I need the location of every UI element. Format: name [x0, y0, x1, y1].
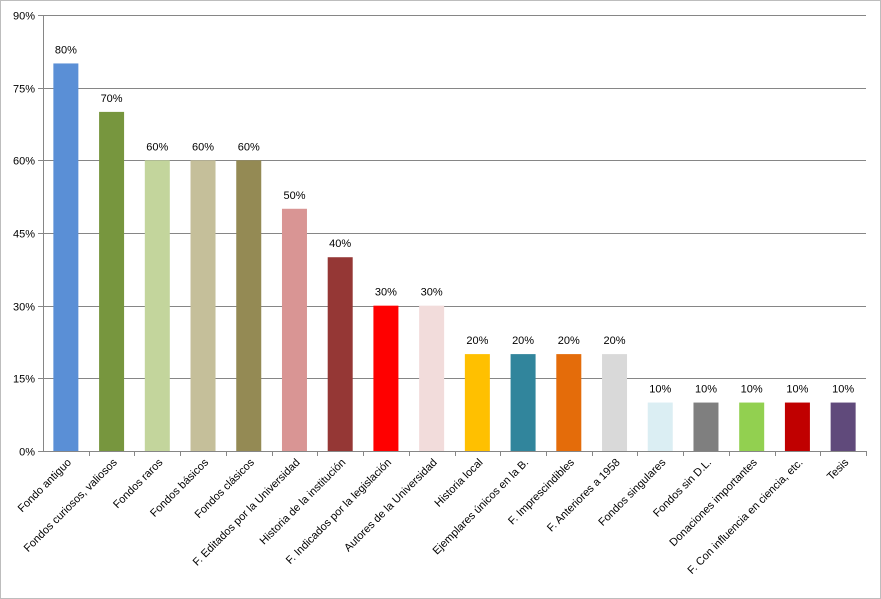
- data-label: 50%: [283, 190, 305, 202]
- bar: [693, 402, 719, 451]
- bar: [510, 354, 536, 451]
- x-category-label: Autores de la Universidad: [342, 457, 440, 555]
- y-tick-label: 0%: [19, 447, 35, 459]
- bar: [281, 208, 307, 451]
- x-category-label: Fondos curiosos, valiosos: [22, 456, 120, 554]
- data-label: 10%: [741, 384, 763, 396]
- bar: [236, 160, 262, 452]
- y-tick-label: 45%: [13, 229, 35, 241]
- data-label: 10%: [695, 384, 717, 396]
- y-tick-label: 75%: [13, 84, 35, 96]
- x-category-label: Tesis: [825, 456, 852, 483]
- bar: [830, 402, 856, 451]
- y-tick-label: 60%: [13, 156, 35, 168]
- data-label: 60%: [192, 141, 214, 153]
- bar: [53, 63, 79, 451]
- bar: [144, 160, 170, 452]
- data-label: 60%: [146, 141, 168, 153]
- bar: [464, 354, 490, 451]
- data-label: 20%: [604, 335, 626, 347]
- data-label: 10%: [786, 384, 808, 396]
- y-tick-label: 30%: [13, 302, 35, 314]
- bar: [602, 354, 628, 451]
- data-label: 40%: [329, 238, 351, 250]
- data-labels: 80% 70% 60% 60% 60% 50% 40% 30% 30% 20% 20% 20% 20% 1…: [55, 44, 855, 395]
- bar: [327, 257, 353, 451]
- data-label: 30%: [421, 287, 443, 299]
- y-tick-label: 15%: [13, 374, 35, 386]
- x-category-label: Ejemplares únicos en la B.: [431, 457, 532, 558]
- data-label: 70%: [101, 93, 123, 105]
- x-category-label: Donaciones importantes: [667, 456, 760, 549]
- data-label: 80%: [55, 44, 77, 56]
- bar: [647, 402, 673, 451]
- data-label: 30%: [375, 287, 397, 299]
- data-label: 20%: [466, 335, 488, 347]
- bar: [373, 305, 399, 451]
- bar: [99, 111, 125, 451]
- data-label: 20%: [512, 335, 534, 347]
- bar: [739, 402, 765, 451]
- y-tick-label: 90%: [13, 11, 35, 23]
- data-label: 20%: [558, 335, 580, 347]
- bar: [784, 402, 810, 451]
- bars: [53, 63, 856, 452]
- bar: [556, 354, 582, 451]
- x-category-label: Historia de la institución: [258, 457, 349, 548]
- y-axis: 0% 15% 30% 45% 60% 75% 90%: [13, 11, 44, 459]
- bar: [190, 160, 216, 452]
- data-label: 10%: [649, 384, 671, 396]
- data-label: 60%: [238, 141, 260, 153]
- bar: [419, 305, 445, 451]
- data-label: 10%: [832, 384, 854, 396]
